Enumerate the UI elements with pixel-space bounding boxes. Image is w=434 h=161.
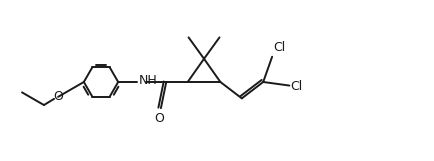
Text: O: O: [154, 112, 164, 125]
Text: O: O: [53, 90, 63, 103]
Text: NH: NH: [138, 75, 157, 87]
Text: Cl: Cl: [290, 80, 302, 93]
Text: Cl: Cl: [273, 41, 285, 54]
